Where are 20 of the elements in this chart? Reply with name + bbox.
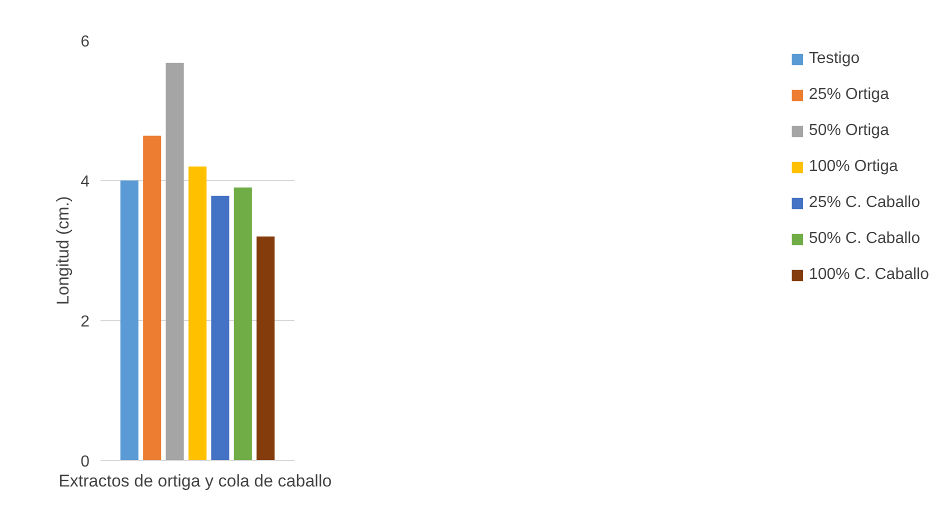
x-axis-title: Extractos de ortiga y cola de caballo	[58, 472, 332, 490]
bar	[143, 136, 162, 460]
legend-label: 50% C. Caballo	[808, 230, 920, 248]
bar	[211, 196, 230, 460]
y-axis-title: Longitud (cm.)	[54, 196, 73, 305]
legend-label: 25% C. Caballo	[808, 194, 920, 212]
y-tick-label: 4	[80, 174, 90, 190]
y-tick-label: 6	[80, 34, 90, 50]
legend-label: 100% C. Caballo	[808, 266, 929, 284]
bar	[166, 62, 184, 460]
legend-label: 50% Ortiga	[808, 122, 889, 140]
y-tick-label: 2	[80, 314, 90, 330]
legend-label: 25% Ortiga	[808, 86, 889, 104]
y-tick-label: 0	[80, 454, 90, 470]
bar	[120, 180, 138, 460]
legend-label: 100% Ortiga	[808, 158, 898, 176]
legend-label: Testigo	[808, 50, 860, 68]
bar	[234, 188, 252, 460]
bar	[256, 236, 275, 460]
bar	[188, 166, 207, 460]
